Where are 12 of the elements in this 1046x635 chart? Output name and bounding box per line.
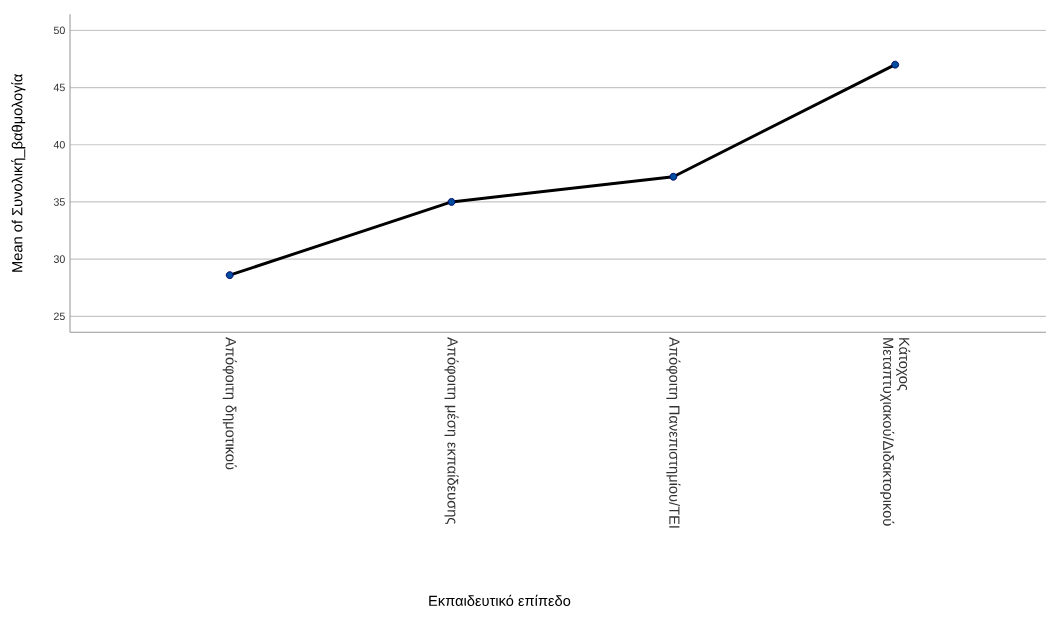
y-tick-label: 25 (53, 312, 65, 321)
y-tick-label: 35 (53, 198, 65, 206)
y-tick-label: 50 (53, 26, 65, 35)
y-tick-label: 30 (53, 255, 65, 263)
x-tick-label: Κάτοχος Μεταπτυχιακού/Διδακτορικού (880, 338, 911, 526)
x-tick-label: Απόφοιτη δημοτικού (222, 337, 237, 470)
y-axis-title: Mean of Συνολική_βαθμολογία (11, 74, 26, 272)
y-tick-label: 45 (53, 83, 65, 92)
x-tick-label: Απόφοιτη Πανεπιστημίου/ΤΕΙ (666, 337, 681, 528)
y-tick-label: 40 (53, 140, 65, 149)
x-tick-label: Απόφοιτη μέση εκπαίδευσης (444, 337, 459, 524)
x-axis-title: Εκπαιδευτικό επίπεδο (429, 594, 571, 606)
